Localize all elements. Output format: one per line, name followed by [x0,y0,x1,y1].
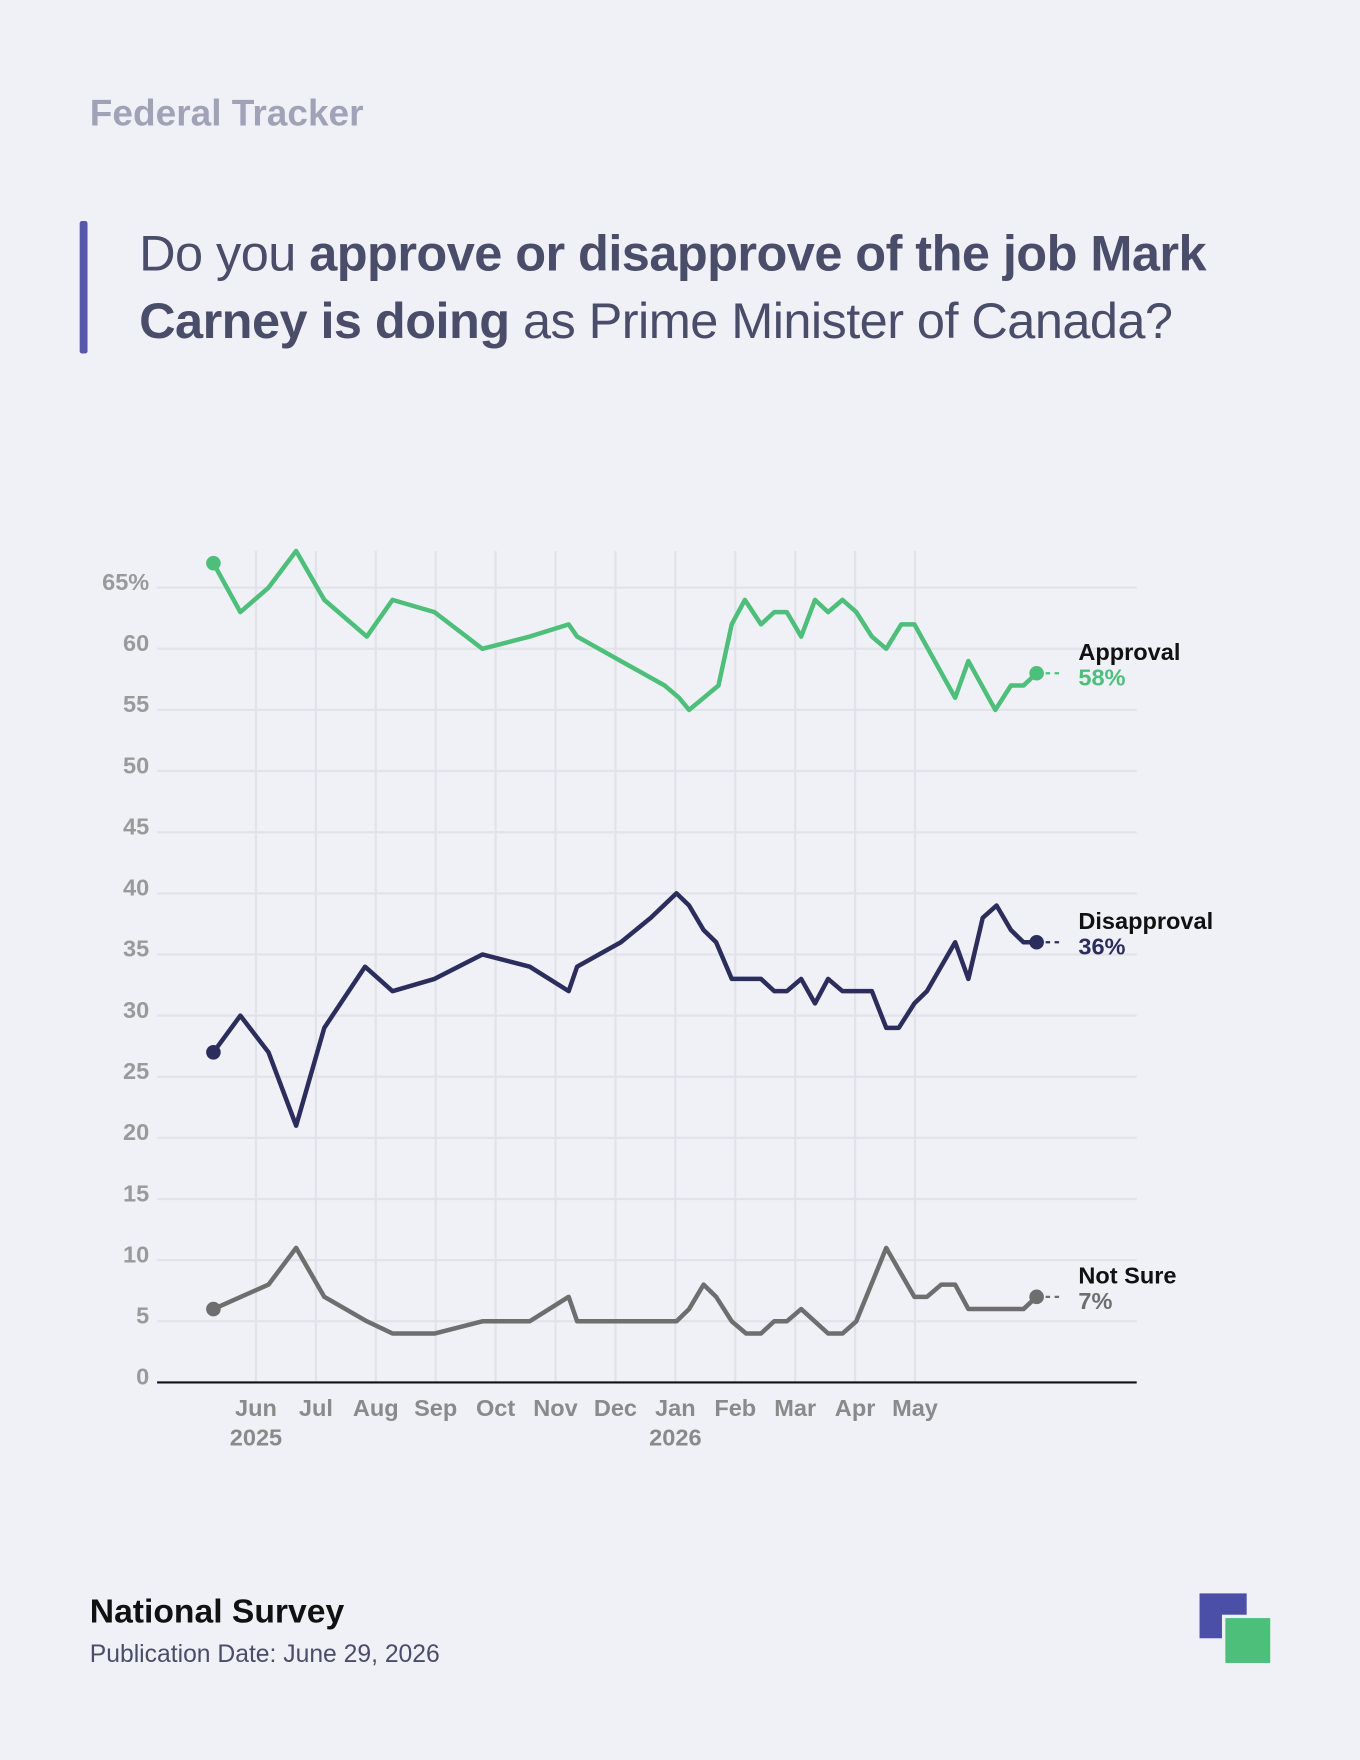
y-tick-label: 20 [123,1119,149,1145]
series-label: Not Sure [1078,1262,1176,1288]
y-tick-label: 65% [102,569,149,595]
logo-square [1199,1593,1247,1639]
source: National Survey [89,1593,345,1631]
x-tick-label: Jun [235,1395,277,1421]
question-part: as Prime Minister of Canada? [509,291,1173,349]
accent-bar [79,221,88,354]
end-dot [206,1044,221,1060]
x-year-label: 2025 [230,1424,282,1450]
series-value-label: 58% [1078,665,1125,691]
x-year-label: 2026 [649,1424,701,1450]
question: Do you approve or disapprove of the job … [139,220,1227,355]
y-tick-label: 40 [123,875,149,901]
end-dot [1029,934,1044,950]
y-tick-label: 5 [136,1303,149,1329]
publication-date: Publication Date: June 29, 2026 [89,1639,440,1668]
series-line [212,1245,1039,1336]
x-tick-label: Sep [414,1395,457,1421]
x-tick-label: Apr [835,1395,876,1421]
x-tick-label: Oct [476,1395,515,1421]
y-tick-label: 55 [123,691,149,717]
end-dot [1029,1289,1044,1305]
y-tick-label: 10 [123,1241,149,1267]
question-part: Do you [139,224,310,282]
end-dot [206,555,221,571]
y-tick-label: 0 [136,1364,149,1390]
question-emphasis: approve or disapprove of the job Mark Ca… [139,224,1206,349]
series-label: Approval [1078,639,1180,665]
x-tick-label: Nov [533,1395,577,1421]
x-tick-label: May [892,1395,938,1421]
series-value-label: 7% [1078,1288,1112,1314]
y-tick-label: 35 [123,936,149,962]
x-tick-label: Aug [353,1395,399,1421]
x-tick-label: Dec [594,1395,637,1421]
x-tick-label: Jan [655,1395,696,1421]
y-tick-label: 15 [123,1180,149,1206]
series-line [211,548,1039,713]
logo-square [1225,1618,1271,1663]
series-value-label: 36% [1078,934,1125,960]
end-dot [206,1301,221,1317]
x-tick-label: Mar [774,1395,816,1421]
x-tick-label: Jul [299,1395,333,1421]
y-tick-label: 50 [123,752,149,778]
logo-gap [1221,1614,1274,1666]
series-line [211,891,1037,1128]
y-tick-label: 45 [123,813,149,839]
kicker: Federal Tracker [89,92,364,134]
end-dot [1029,665,1044,681]
series-label: Disapproval [1078,908,1213,934]
y-tick-label: 30 [123,997,149,1023]
y-tick-label: 25 [123,1058,149,1084]
x-tick-label: Feb [714,1395,756,1421]
y-tick-label: 60 [123,630,149,656]
